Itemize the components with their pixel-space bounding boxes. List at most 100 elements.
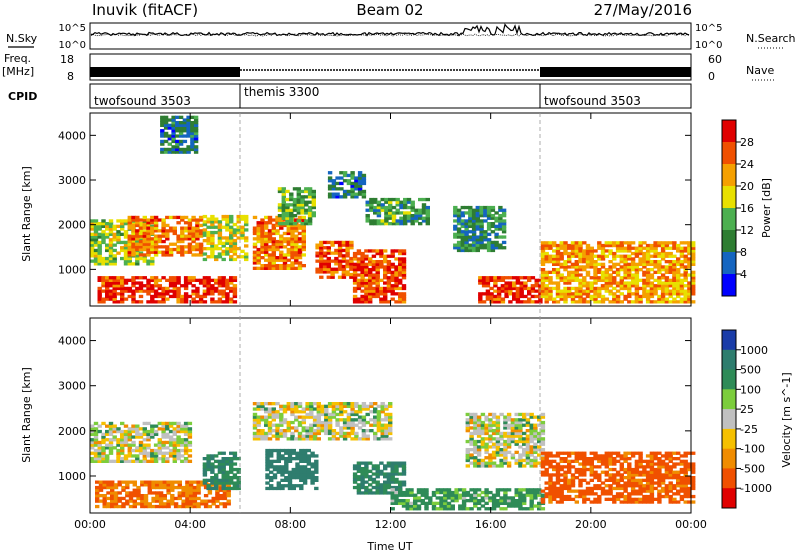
heatmap-cell <box>90 429 95 434</box>
heatmap-cell <box>491 442 497 446</box>
heatmap-cell <box>649 300 655 304</box>
heatmap-cell <box>540 439 546 444</box>
heatmap-cell <box>198 231 204 236</box>
heatmap-cell <box>281 192 286 196</box>
heatmap-cell <box>471 224 477 228</box>
heatmap-cell <box>188 480 194 484</box>
heatmap-cell <box>638 257 643 261</box>
heatmap-cell <box>279 258 284 262</box>
heatmap-cell <box>506 423 512 427</box>
heatmap-cell <box>132 480 137 484</box>
heatmap-cell <box>202 467 208 472</box>
heatmap-cell <box>210 230 215 235</box>
heatmap-cell <box>352 297 358 301</box>
heatmap-cell <box>221 278 226 282</box>
heatmap-cell <box>479 224 484 228</box>
heatmap-cell <box>294 253 299 257</box>
heatmap-cell <box>512 284 517 288</box>
heatmap-cell <box>120 286 125 291</box>
heatmap-cell <box>691 278 696 282</box>
heatmap-cell <box>533 496 538 500</box>
heatmap-cell <box>529 501 534 505</box>
heatmap-cell <box>95 491 100 495</box>
heatmap-cell <box>649 457 655 461</box>
heatmap-cell <box>232 486 238 491</box>
heatmap-cell <box>116 292 121 296</box>
heatmap-cell <box>672 265 677 269</box>
heatmap-cell <box>481 284 487 288</box>
heatmap-cell <box>272 459 278 463</box>
heatmap-cell <box>515 289 521 293</box>
heatmap-cell <box>589 260 594 264</box>
heatmap-cell <box>195 237 200 241</box>
heatmap-cell <box>398 286 403 291</box>
heatmap-cell <box>260 407 265 411</box>
heatmap-cell <box>642 262 647 266</box>
heatmap-cell <box>161 427 166 431</box>
heatmap-cell <box>183 440 189 445</box>
heatmap-cell <box>301 434 306 438</box>
heatmap-cell <box>331 181 337 186</box>
heatmap-cell <box>172 454 177 458</box>
heatmap-cell <box>105 443 110 447</box>
heatmap-cell <box>97 448 102 453</box>
heatmap-cell <box>525 490 531 495</box>
heatmap-cell <box>421 219 427 223</box>
noise-left-tick-top: 10^5 <box>59 23 86 34</box>
heatmap-cell <box>183 451 189 455</box>
heatmap-cell <box>206 241 211 245</box>
heatmap-cell <box>339 195 344 199</box>
heatmap-cell <box>187 242 193 246</box>
heatmap-cell <box>475 248 480 253</box>
heatmap-cell <box>319 254 324 258</box>
heatmap-cell <box>309 423 314 427</box>
heatmap-cell <box>533 504 538 508</box>
heatmap-cell <box>320 423 325 427</box>
heatmap-cell <box>623 484 628 488</box>
heatmap-cell <box>522 437 527 441</box>
heatmap-cell <box>214 486 219 491</box>
heatmap-cell <box>172 294 177 299</box>
heatmap-cell <box>181 494 186 498</box>
heatmap-cell <box>131 242 136 246</box>
heatmap-cell <box>290 223 295 228</box>
heatmap-cell <box>555 284 561 288</box>
heatmap-cell <box>299 486 304 491</box>
heatmap-cell <box>226 494 231 498</box>
heatmap-cell <box>112 292 117 296</box>
heatmap-cell <box>368 475 373 479</box>
heatmap-cell <box>676 243 681 248</box>
heatmap-cell <box>388 205 393 210</box>
heatmap-cell <box>570 262 576 266</box>
heatmap-cell <box>176 429 181 434</box>
heatmap-cell <box>279 431 284 436</box>
heatmap-cell <box>93 238 99 242</box>
heatmap-cell <box>623 454 628 458</box>
heatmap-cell <box>530 276 536 280</box>
heatmap-cell <box>260 434 265 438</box>
heatmap-cell <box>127 429 132 434</box>
heatmap-cell <box>352 270 358 274</box>
heatmap-cell <box>297 410 303 414</box>
heatmap-cell <box>176 239 181 244</box>
heatmap-cell <box>267 426 273 430</box>
heatmap-cell <box>108 232 114 236</box>
heatmap-cell <box>327 171 333 175</box>
heatmap-cell <box>165 427 170 431</box>
heatmap-cell <box>642 486 647 491</box>
heatmap-cell <box>604 286 609 291</box>
heatmap-cell <box>160 150 165 154</box>
heatmap-cell <box>394 499 399 503</box>
heatmap-cell <box>150 240 155 245</box>
heatmap-cell <box>264 239 269 244</box>
heatmap-cell <box>157 229 162 233</box>
heatmap-cell <box>127 262 132 266</box>
heatmap-cell <box>138 239 144 244</box>
heatmap-cell <box>368 262 373 266</box>
heatmap-cell <box>200 480 205 484</box>
heatmap-cell <box>150 243 155 247</box>
heatmap-cell <box>582 467 587 472</box>
heatmap-cell <box>322 270 328 274</box>
heatmap-cell <box>687 257 692 261</box>
heatmap-cell <box>373 402 378 406</box>
